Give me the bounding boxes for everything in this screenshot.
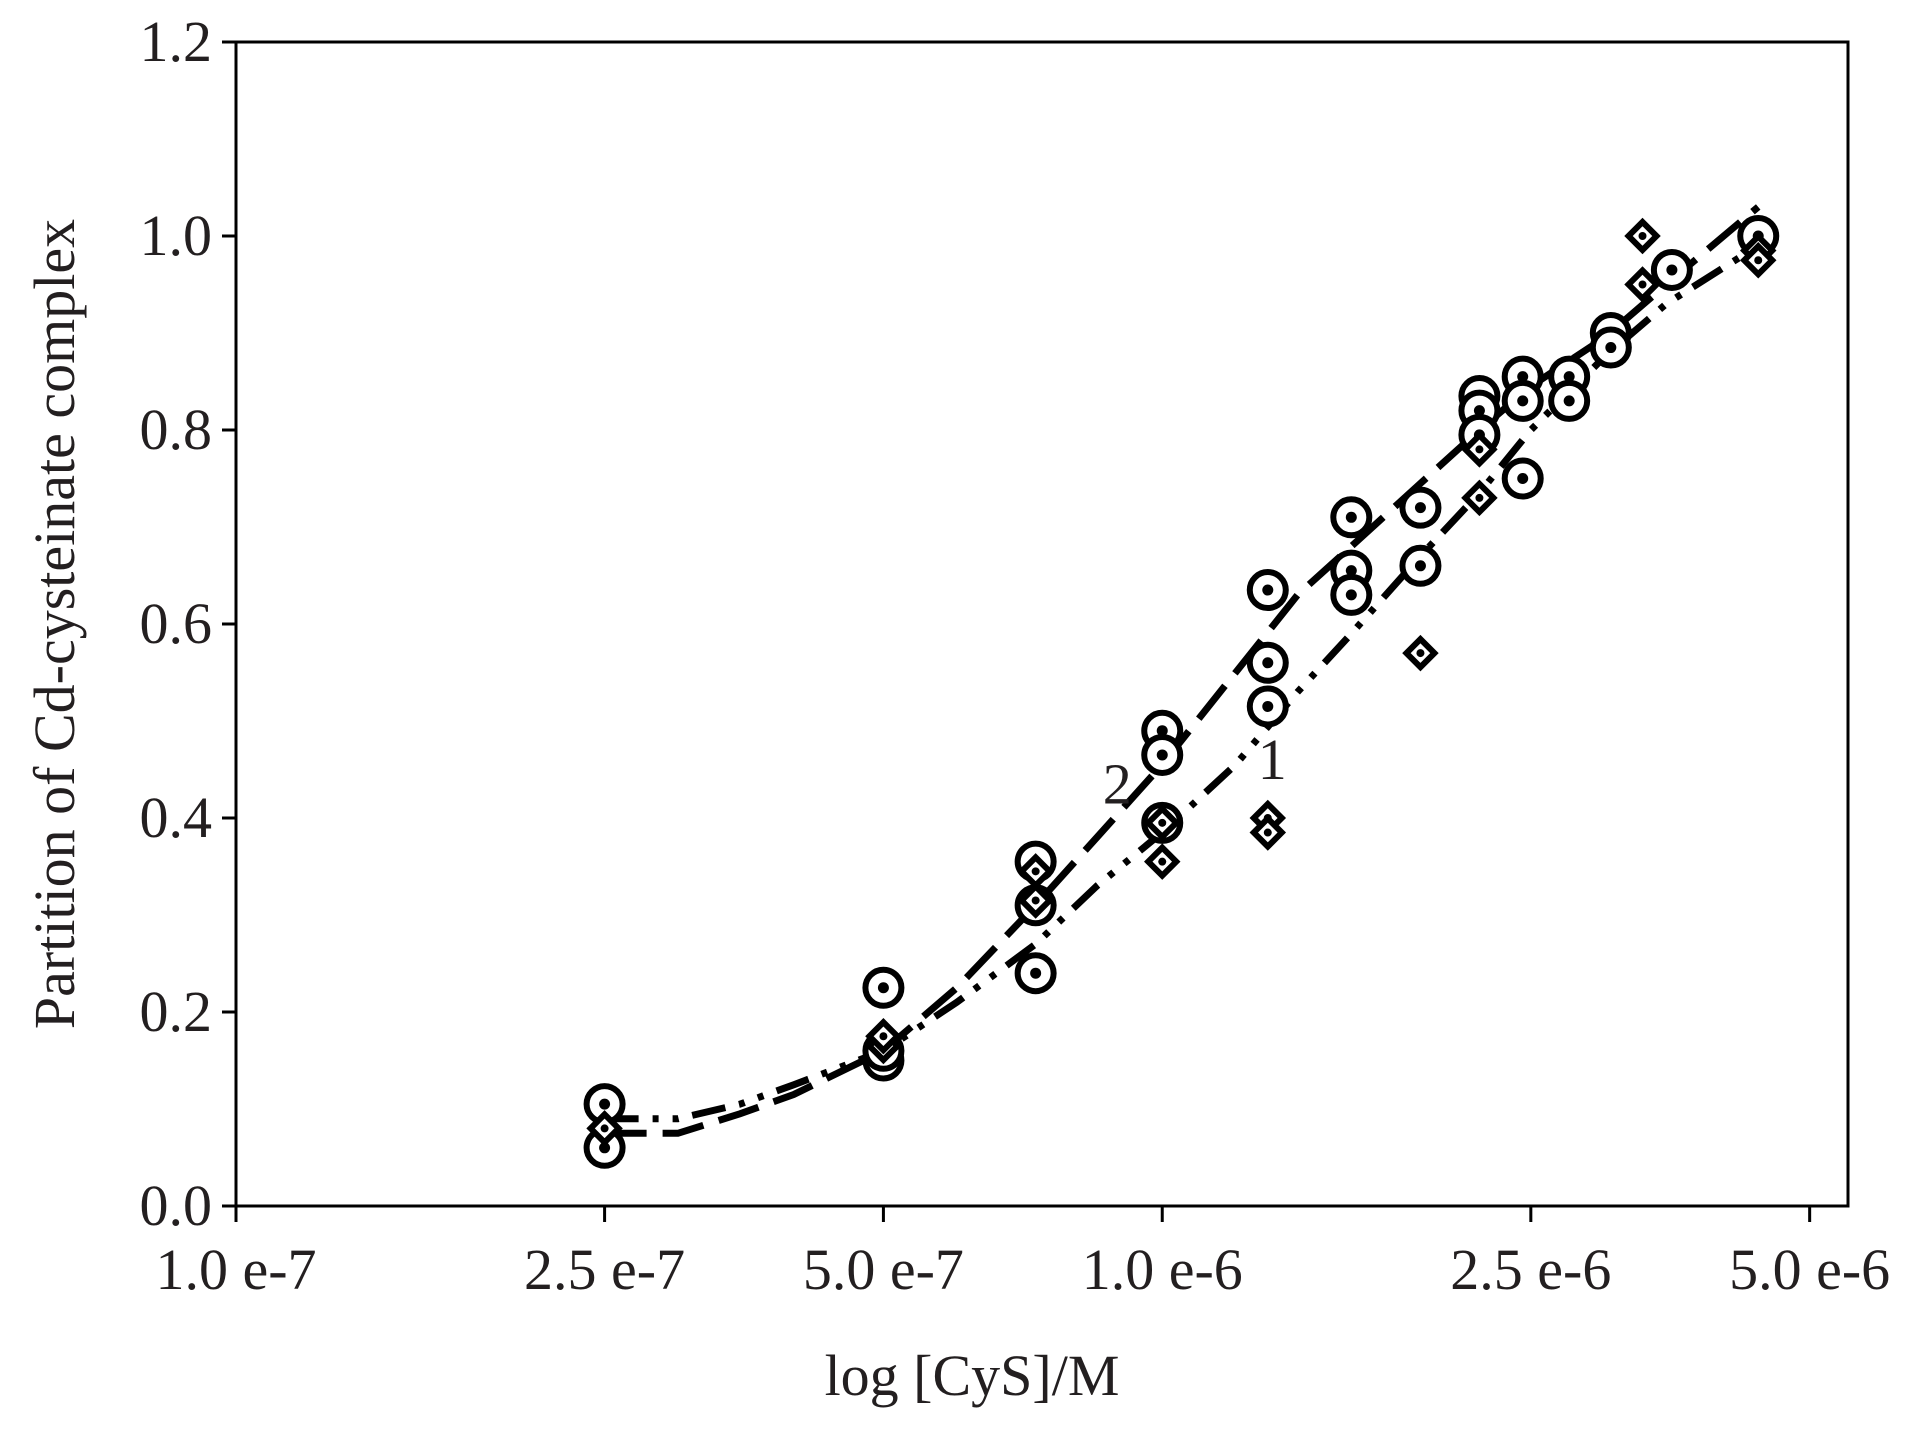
circle-marker-dot <box>1605 342 1617 354</box>
diamond-marker <box>1402 634 1439 672</box>
curves-layer <box>604 204 1761 1137</box>
circle-marker <box>1589 326 1632 369</box>
circle-marker-dot <box>1262 657 1274 669</box>
circle-marker <box>1650 248 1693 291</box>
diamond-marker-dot <box>1263 828 1272 837</box>
diamond-marker <box>1017 882 1054 919</box>
circle-marker <box>1246 641 1289 684</box>
diamond-marker <box>1143 843 1181 880</box>
circle-marker-dot <box>1517 371 1529 383</box>
circle-marker <box>1501 379 1544 422</box>
circle-marker-dot <box>1473 405 1485 417</box>
diamond-marker-dot <box>1031 896 1040 905</box>
circle-marker-dot <box>1262 700 1274 712</box>
diamond-marker <box>865 1018 902 1055</box>
circle-marker-dot <box>1030 967 1042 979</box>
circle-marker <box>1246 685 1289 728</box>
circle-marker-dot <box>1517 395 1529 407</box>
diamond-marker-dot <box>1158 857 1167 866</box>
x-tick-label: 2.5 e-6 <box>1450 1237 1611 1302</box>
y-tick-label: 0.2 <box>140 979 213 1044</box>
diamond-marker <box>1461 479 1498 517</box>
circle-marker-dot <box>1345 589 1357 601</box>
x-tick-label: 5.0 e-7 <box>803 1237 964 1302</box>
circle-marker-dot <box>1345 511 1357 523</box>
diamond-marker-dot <box>1475 493 1484 502</box>
x-tick-label: 1.0 e-6 <box>1082 1237 1243 1302</box>
diamond-marker-dot <box>1638 232 1647 240</box>
diamond-marker <box>1624 266 1661 303</box>
y-tick-label: 1.2 <box>140 9 213 74</box>
diamond-marker <box>1143 804 1181 842</box>
circle-marker <box>1141 733 1184 776</box>
circle-marker-dot <box>599 1142 611 1154</box>
circle-marker-dot <box>1414 502 1426 514</box>
diamond-marker <box>1461 431 1498 468</box>
diamond-marker-dot <box>879 1032 888 1041</box>
circle-marker-dot <box>1563 371 1575 383</box>
circle-marker-dot <box>599 1098 611 1110</box>
axes-layer: 0.0 0.2 0.4 0.6 0.8 1.0 1.2 1.0 e-7 2.5 e-7 5.0 e… <box>22 9 1890 1408</box>
circle-marker <box>862 966 905 1009</box>
diamond-marker-dot <box>1416 649 1425 658</box>
curve-1 <box>604 242 1761 1123</box>
circle-marker <box>1399 486 1442 529</box>
diamond-marker-dot <box>1638 280 1647 289</box>
circle-marker-dot <box>1345 565 1357 577</box>
circle-marker <box>1014 952 1057 995</box>
diamond-marker-dot <box>1158 818 1167 827</box>
diamond-marker-dot <box>1031 867 1040 876</box>
diamond-marker <box>586 1110 623 1147</box>
diamond-marker-dot <box>1754 256 1763 265</box>
circle-marker-dot <box>1414 560 1426 572</box>
circle-marker <box>1399 544 1442 587</box>
y-axis-title: Partition of Cd-cysteinate complex <box>22 219 87 1029</box>
curve-label-2: 2 <box>1103 751 1132 816</box>
x-tick-label: 1.0 e-7 <box>155 1237 316 1302</box>
circle-marker-dot <box>1156 725 1168 737</box>
circle-marker <box>1246 569 1289 612</box>
labels-layer: 12 <box>1103 727 1287 816</box>
x-axis-title: log [CyS]/M <box>825 1343 1120 1408</box>
diamond-marker-dot <box>600 1124 609 1133</box>
y-tick-label: 0.4 <box>140 785 213 850</box>
circle-marker-dot <box>1262 584 1274 596</box>
circle-marker-dot <box>1517 473 1529 484</box>
circle-marker <box>1330 573 1373 616</box>
circle-marker <box>1330 496 1373 539</box>
curve-2 <box>604 204 1761 1137</box>
y-tick-label: 0.6 <box>140 591 213 656</box>
diamond-marker <box>1739 242 1777 279</box>
circle-marker <box>1548 379 1591 422</box>
diamond-marker <box>1249 814 1287 851</box>
circle-marker <box>1501 457 1544 500</box>
circle-marker-dot <box>1666 264 1678 276</box>
circle-marker-dot <box>877 982 889 994</box>
y-tick-label: 0.0 <box>140 1173 213 1238</box>
x-tick-label: 5.0 e-6 <box>1729 1237 1890 1302</box>
x-tick-label: 2.5 e-7 <box>524 1237 685 1302</box>
y-tick-label: 1.0 <box>140 203 213 268</box>
markers-layer <box>583 215 1780 1169</box>
diamond-marker-dot <box>1475 445 1484 454</box>
curve-label-1: 1 <box>1258 727 1287 792</box>
circle-marker <box>583 1126 626 1169</box>
circle-marker-dot <box>1156 749 1168 761</box>
plot-frame <box>234 40 1850 1208</box>
y-tick-label: 0.8 <box>140 397 213 462</box>
circle-marker-dot <box>1563 395 1575 407</box>
diamond-marker <box>1624 217 1661 255</box>
